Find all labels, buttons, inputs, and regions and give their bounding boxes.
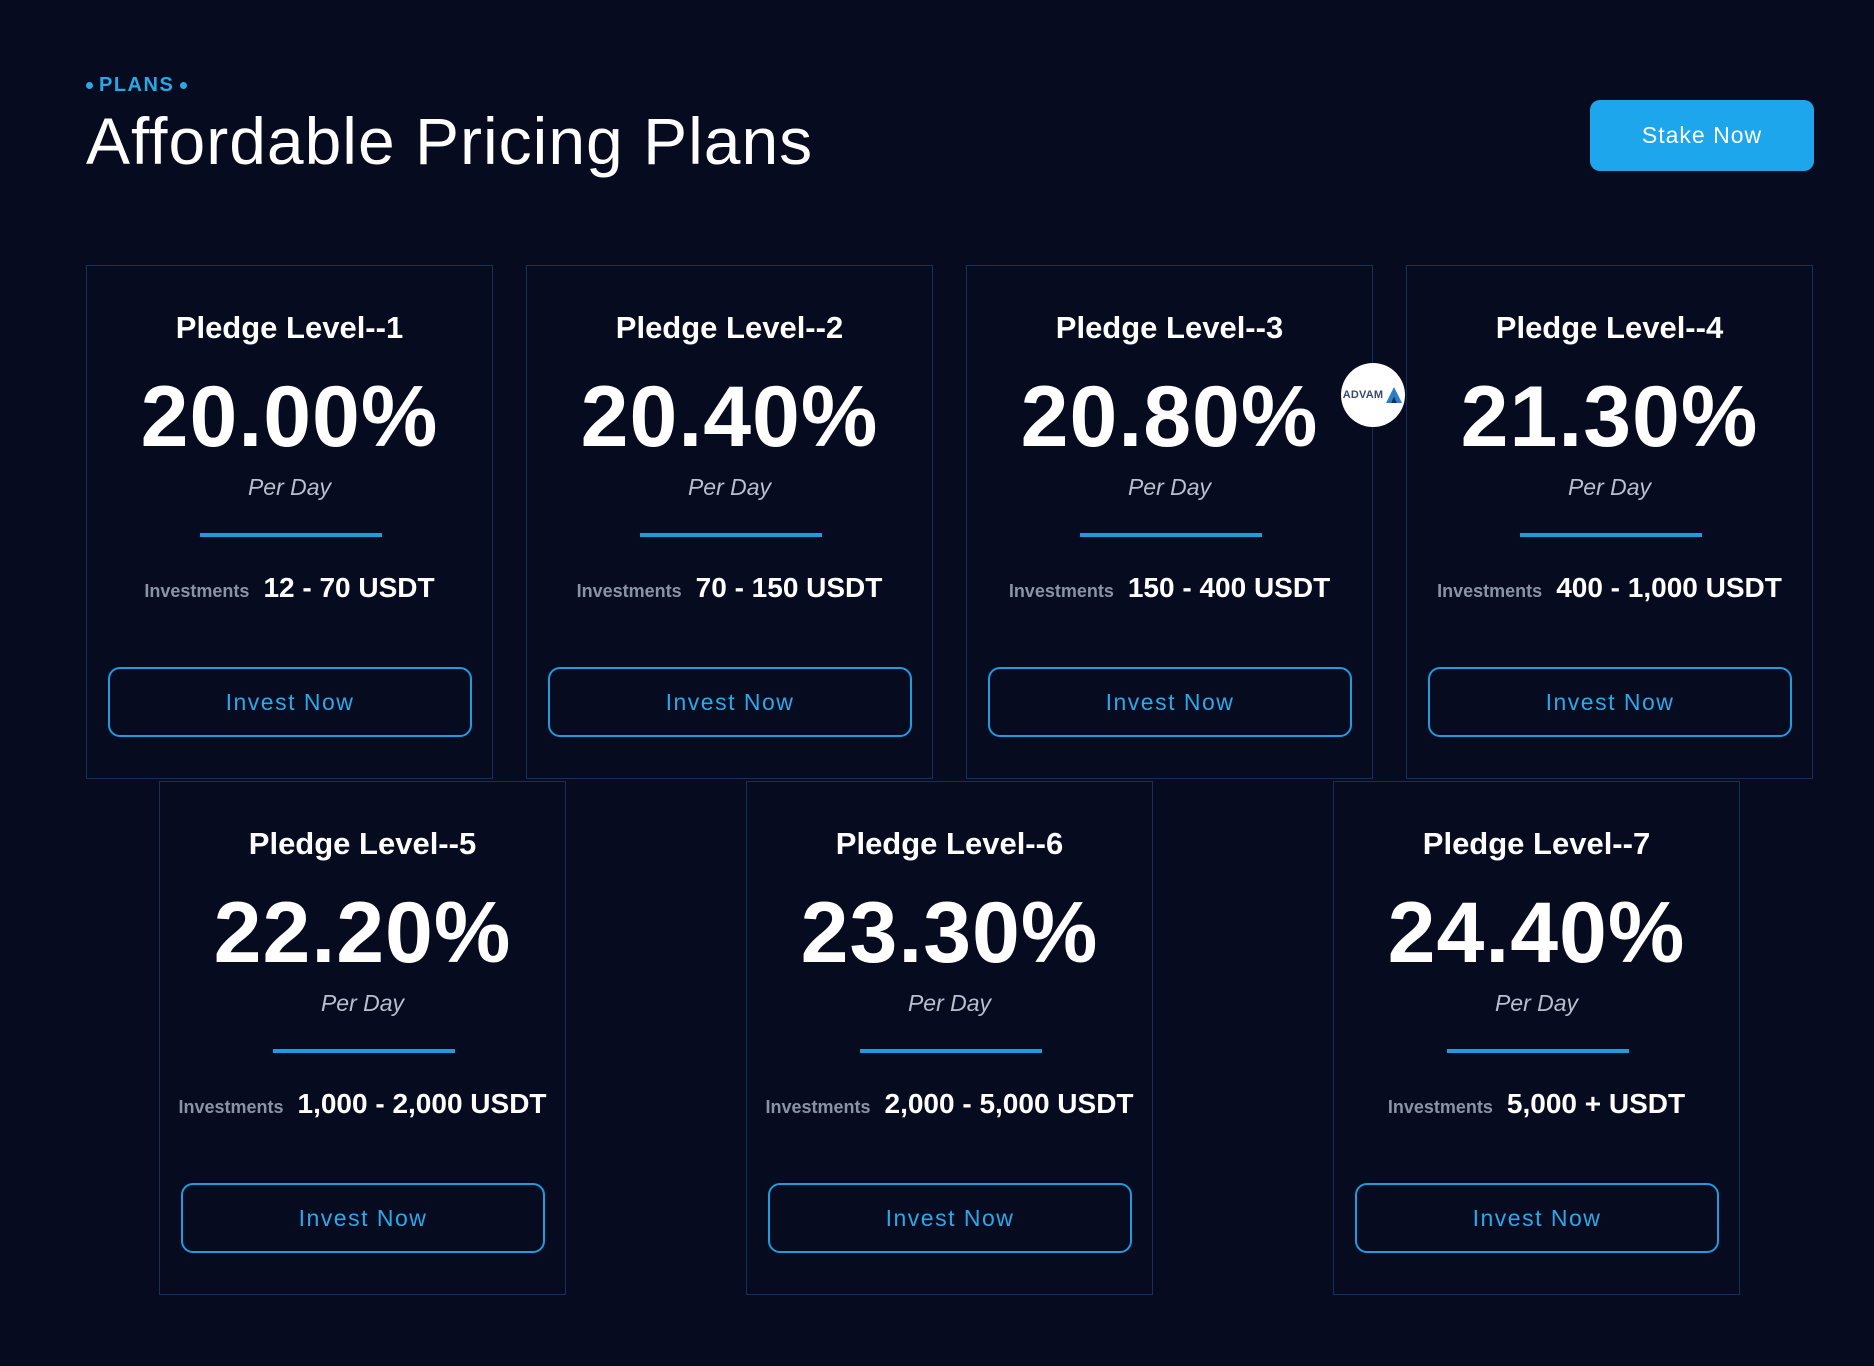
plan-rate: 22.20% — [213, 885, 512, 981]
investments-value: 150 - 400 USDT — [1127, 572, 1331, 603]
plan-divider — [640, 533, 822, 537]
page-title: Affordable Pricing Plans — [86, 104, 814, 178]
advam-badge[interactable]: ADVAM — [1341, 363, 1405, 427]
investments-label: Investments — [1437, 581, 1543, 601]
plan-rate: 20.40% — [580, 369, 879, 465]
investments-value: 12 - 70 USDT — [263, 572, 435, 603]
plan-period: Per Day — [1127, 474, 1212, 500]
invest-now-button[interactable]: Invest Now — [1355, 1183, 1719, 1253]
plan-card-3: Pledge Level--3 20.80% Per Day Investmen… — [966, 265, 1373, 779]
invest-now-button[interactable]: Invest Now — [768, 1183, 1132, 1253]
plan-period: Per Day — [687, 474, 772, 500]
eyebrow-label: PLANS — [99, 74, 175, 96]
plan-investment-range: Investments 1,000 - 2,000 USDT — [160, 1088, 565, 1120]
plan-investment-range: Investments 12 - 70 USDT — [87, 572, 492, 604]
plan-rate: 23.30% — [800, 885, 1099, 981]
investments-label: Investments — [1387, 1097, 1493, 1117]
plan-card-1: Pledge Level--1 20.00% Per Day Investmen… — [86, 265, 493, 779]
plan-investment-range: Investments 70 - 150 USDT — [527, 572, 932, 604]
bullet-dot-icon — [86, 82, 93, 89]
plan-divider — [273, 1049, 455, 1053]
investments-label: Investments — [765, 1097, 871, 1117]
plan-period: Per Day — [1567, 474, 1652, 500]
plan-investment-range: Investments 400 - 1,000 USDT — [1407, 572, 1812, 604]
plan-investment-range: Investments 5,000 + USDT — [1334, 1088, 1739, 1120]
plan-title: Pledge Level--1 — [175, 310, 404, 345]
section-header: PLANS Affordable Pricing Plans — [86, 74, 813, 179]
plan-rate: 24.40% — [1387, 885, 1686, 981]
plan-title: Pledge Level--5 — [248, 826, 477, 861]
plan-card-2: Pledge Level--2 20.40% Per Day Investmen… — [526, 265, 933, 779]
investments-label: Investments — [144, 581, 250, 601]
plan-card-6: Pledge Level--6 23.30% Per Day Investmen… — [746, 781, 1153, 1295]
plan-investment-range: Investments 2,000 - 5,000 USDT — [747, 1088, 1152, 1120]
invest-now-button[interactable]: Invest Now — [988, 667, 1352, 737]
badge-label: ADVAM — [1342, 389, 1384, 401]
invest-now-button[interactable]: Invest Now — [108, 667, 472, 737]
plan-investment-range: Investments 150 - 400 USDT — [967, 572, 1372, 604]
plan-title: Pledge Level--7 — [1422, 826, 1651, 861]
bullet-dot-icon — [180, 82, 188, 89]
investments-value: 2,000 - 5,000 USDT — [884, 1088, 1134, 1119]
plan-divider — [1080, 533, 1262, 537]
plan-period: Per Day — [907, 990, 992, 1016]
investments-value: 1,000 - 2,000 USDT — [297, 1088, 547, 1119]
advam-logo-icon — [1385, 386, 1403, 404]
plan-title: Pledge Level--4 — [1495, 310, 1724, 345]
plan-card-4: Pledge Level--4 21.30% Per Day Investmen… — [1406, 265, 1813, 779]
plan-divider — [1447, 1049, 1629, 1053]
plan-card-7: Pledge Level--7 24.40% Per Day Investmen… — [1333, 781, 1740, 1295]
plan-period: Per Day — [1494, 990, 1579, 1016]
plan-card-5: Pledge Level--5 22.20% Per Day Investmen… — [159, 781, 566, 1295]
plan-title: Pledge Level--3 — [1055, 310, 1284, 345]
investments-label: Investments — [178, 1097, 284, 1117]
plan-divider — [200, 533, 382, 537]
investments-value: 400 - 1,000 USDT — [1556, 572, 1782, 603]
section-eyebrow: PLANS — [86, 74, 813, 97]
investments-value: 70 - 150 USDT — [695, 572, 883, 603]
investments-value: 5,000 + USDT — [1506, 1088, 1686, 1119]
plan-rate: 20.80% — [1020, 369, 1319, 465]
invest-now-button[interactable]: Invest Now — [548, 667, 912, 737]
plan-title: Pledge Level--6 — [835, 826, 1064, 861]
plan-divider — [860, 1049, 1042, 1053]
stake-now-button[interactable]: Stake Now — [1590, 100, 1814, 171]
plan-rate: 21.30% — [1460, 369, 1759, 465]
investments-label: Investments — [1008, 581, 1114, 601]
plan-period: Per Day — [247, 474, 332, 500]
invest-now-button[interactable]: Invest Now — [181, 1183, 545, 1253]
plan-period: Per Day — [320, 990, 405, 1016]
invest-now-button[interactable]: Invest Now — [1428, 667, 1792, 737]
plan-rate: 20.00% — [140, 369, 439, 465]
investments-label: Investments — [576, 581, 682, 601]
plan-divider — [1520, 533, 1702, 537]
plan-title: Pledge Level--2 — [615, 310, 844, 345]
